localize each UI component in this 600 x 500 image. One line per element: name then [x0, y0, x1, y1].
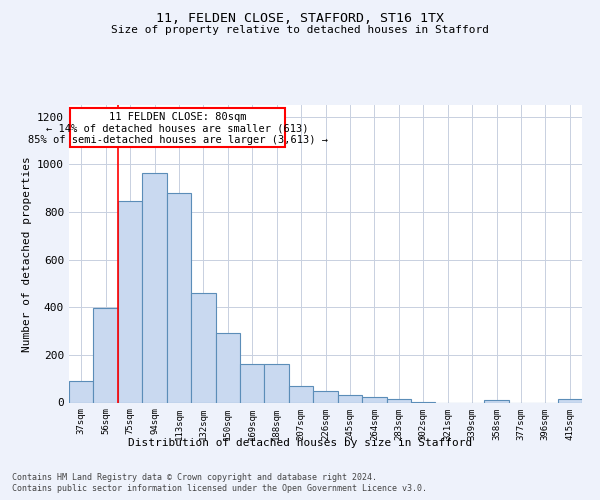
Bar	[557, 400, 582, 402]
Bar	[240, 364, 265, 403]
Text: Contains public sector information licensed under the Open Government Licence v3: Contains public sector information licen…	[12, 484, 427, 493]
Bar	[191, 294, 215, 403]
Bar	[167, 193, 191, 402]
Bar	[484, 400, 509, 402]
Text: Contains HM Land Registry data © Crown copyright and database right 2024.: Contains HM Land Registry data © Crown c…	[12, 472, 377, 482]
Text: Size of property relative to detached houses in Stafford: Size of property relative to detached ho…	[111, 25, 489, 35]
Bar	[215, 333, 240, 402]
Bar	[94, 308, 118, 402]
Text: 85% of semi-detached houses are larger (3,613) →: 85% of semi-detached houses are larger (…	[28, 134, 328, 144]
Text: Distribution of detached houses by size in Stafford: Distribution of detached houses by size …	[128, 438, 472, 448]
Bar	[362, 396, 386, 402]
Bar	[313, 390, 338, 402]
Bar	[69, 381, 94, 402]
Bar	[265, 364, 289, 403]
Bar	[289, 386, 313, 402]
Bar	[338, 396, 362, 402]
FancyBboxPatch shape	[70, 108, 285, 146]
Bar	[386, 399, 411, 402]
Bar	[118, 200, 142, 402]
Text: 11 FELDEN CLOSE: 80sqm: 11 FELDEN CLOSE: 80sqm	[109, 112, 247, 122]
Text: ← 14% of detached houses are smaller (613): ← 14% of detached houses are smaller (61…	[46, 124, 309, 134]
Y-axis label: Number of detached properties: Number of detached properties	[22, 156, 32, 352]
Text: 11, FELDEN CLOSE, STAFFORD, ST16 1TX: 11, FELDEN CLOSE, STAFFORD, ST16 1TX	[156, 12, 444, 26]
Bar	[142, 173, 167, 402]
